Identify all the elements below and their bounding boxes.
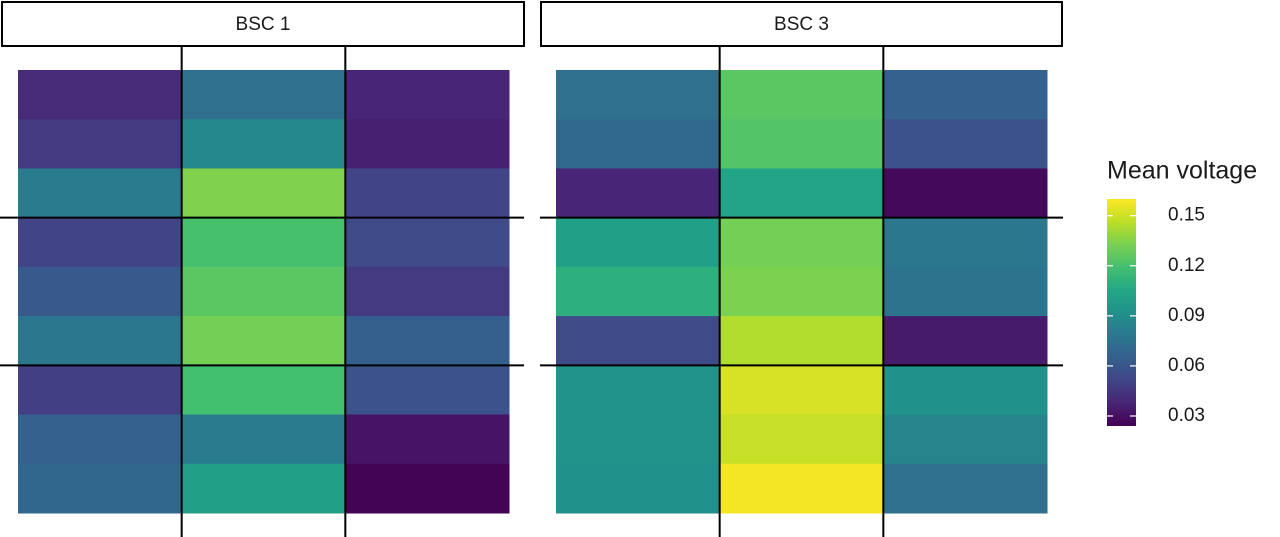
cell — [556, 266, 721, 317]
cell — [18, 168, 183, 219]
panel-title: BSC 1 — [236, 14, 291, 35]
colorbar-tick-label: 0.06 — [1168, 355, 1205, 376]
cell — [345, 119, 510, 169]
colorbar-tick-label: 0.03 — [1168, 405, 1205, 426]
cell — [556, 70, 721, 120]
cell — [18, 217, 183, 268]
cell — [883, 463, 1048, 514]
cell — [18, 70, 183, 120]
colorbar-tick-label: 0.15 — [1168, 205, 1205, 226]
strip — [540, 1, 1063, 47]
cell — [719, 217, 884, 268]
cell — [719, 70, 884, 120]
cell — [556, 414, 721, 465]
cell — [181, 414, 346, 465]
cell — [181, 217, 346, 268]
cell — [181, 316, 346, 366]
cell — [719, 414, 884, 465]
cell — [181, 266, 346, 317]
cell — [181, 463, 346, 514]
cell — [345, 168, 510, 219]
cell — [719, 119, 884, 169]
colorbar-tick-label: 0.09 — [1168, 305, 1205, 326]
cell — [345, 316, 510, 366]
cell — [181, 119, 346, 169]
cell — [883, 266, 1048, 317]
cell — [345, 217, 510, 268]
cell — [181, 70, 346, 120]
cell — [345, 70, 510, 120]
cell — [345, 463, 510, 514]
cell — [345, 266, 510, 317]
cell — [883, 119, 1048, 169]
cell — [719, 365, 884, 416]
cell — [181, 365, 346, 416]
cell — [345, 365, 510, 416]
cell — [883, 217, 1048, 268]
panel-title: BSC 3 — [774, 14, 829, 35]
cell — [18, 266, 183, 317]
cell — [181, 168, 346, 219]
cell — [18, 463, 183, 514]
cell — [556, 119, 721, 169]
colorbar-tick-label: 0.12 — [1168, 255, 1205, 276]
cell — [883, 414, 1048, 465]
colorbar — [1107, 199, 1136, 426]
cell — [18, 316, 183, 366]
strip — [1, 1, 525, 47]
cell — [719, 168, 884, 219]
cell — [18, 119, 183, 169]
cell — [18, 365, 183, 416]
cell — [556, 217, 721, 268]
cell — [883, 365, 1048, 416]
legend-title: Mean voltage — [1107, 157, 1257, 185]
cell — [883, 70, 1048, 120]
cell — [719, 266, 884, 317]
cell — [883, 168, 1048, 219]
cell — [719, 316, 884, 366]
cell — [883, 316, 1048, 366]
cell — [345, 414, 510, 465]
cell — [556, 365, 721, 416]
cell — [719, 463, 884, 514]
cell — [18, 414, 183, 465]
cell — [556, 316, 721, 366]
cell — [556, 168, 721, 219]
cell — [556, 463, 721, 514]
